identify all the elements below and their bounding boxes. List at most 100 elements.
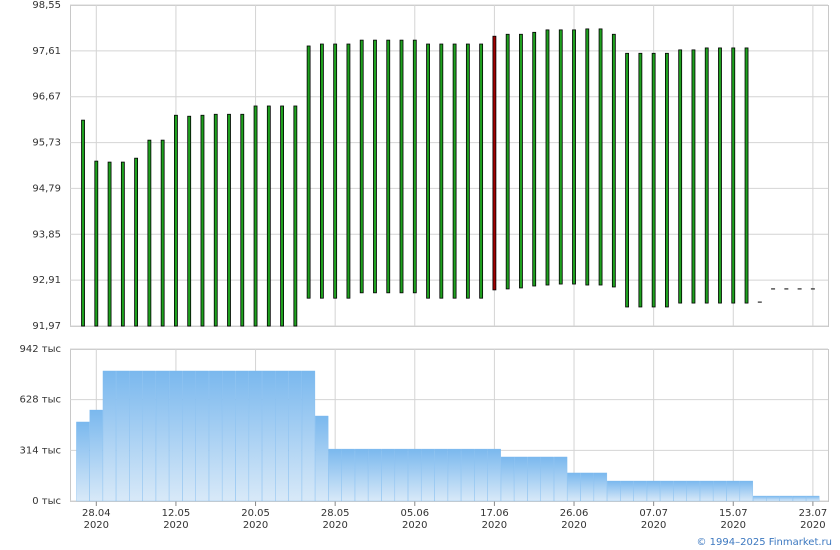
volume-bar: [301, 370, 316, 502]
y-tick-label: 98,55: [32, 0, 61, 11]
price-bar: [479, 43, 484, 299]
x-tick-label: 15.07: [719, 508, 748, 519]
footer: © 1994–2025 Finmarket.ru: [696, 537, 832, 548]
volume-bar: [195, 370, 209, 502]
price-bar: [399, 39, 404, 294]
price-bar: [452, 43, 457, 299]
price-bar: [147, 139, 152, 327]
y-tick-label: 93,85: [32, 229, 61, 240]
price-bar: [266, 105, 271, 327]
volume-bar: [806, 495, 820, 502]
price-bar: [678, 49, 683, 304]
price-bar: [120, 161, 125, 327]
volume-bar: [235, 370, 249, 502]
volume-bar: [182, 370, 196, 502]
volume-bar: [222, 370, 236, 502]
price-bar: [253, 105, 258, 327]
volume-bar: [726, 480, 740, 502]
price-bar: [187, 115, 192, 327]
volume-bar: [699, 480, 714, 502]
volume-bar: [753, 495, 767, 502]
y-tick-label: 628 тыс: [20, 395, 61, 406]
x-tick-label: 12.05: [162, 508, 191, 519]
x-tick-label: 28.05: [321, 508, 350, 519]
volume-bar: [779, 495, 793, 502]
volume-bar: [593, 472, 608, 502]
price-bar: [306, 45, 311, 299]
x-tick-label: 2020: [163, 520, 188, 531]
price-bar: [81, 119, 85, 327]
x-tick-label: 2020: [84, 520, 109, 531]
price-bar: [505, 33, 510, 290]
volume-bar: [368, 448, 382, 502]
volume-bar: [142, 370, 156, 502]
price-bar: [439, 43, 444, 299]
volume-bar: [553, 456, 568, 502]
price-bar: [280, 105, 284, 327]
y-tick-label: 95,73: [32, 138, 61, 149]
price-frame: [70, 5, 829, 327]
y-tick-label: 314 тыс: [20, 445, 61, 456]
price-bar: [213, 113, 218, 327]
volume-bar: [620, 480, 634, 502]
volume-bar: [540, 456, 554, 502]
price-bar: [558, 29, 563, 285]
price-bar: [492, 35, 497, 291]
price-bar: [412, 39, 417, 294]
x-tick-label: 05.06: [400, 508, 429, 519]
x-tick-label: 2020: [721, 520, 746, 531]
price-bar: [665, 52, 669, 308]
volume-bar: [248, 370, 263, 502]
x-tick-label: 26.06: [560, 508, 589, 519]
volume-bar: [487, 448, 501, 502]
x-tick-label: 07.07: [639, 508, 668, 519]
volume-bar: [660, 480, 674, 502]
volume-bar: [421, 448, 435, 502]
volume-bar: [500, 456, 515, 502]
volume-bar: [447, 448, 462, 502]
volume-bar: [580, 472, 594, 502]
price-bar: [519, 33, 523, 289]
price-bar: [572, 29, 576, 285]
price-bar: [319, 43, 324, 299]
x-tick-label: 20.05: [241, 508, 270, 519]
price-bar: [532, 31, 537, 287]
price-bar: [227, 113, 231, 327]
volume-bar: [792, 495, 807, 502]
volume-bar: [354, 448, 369, 502]
x-tick-label: 2020: [561, 520, 586, 531]
price-bar: [426, 43, 430, 299]
price-bar: [107, 161, 112, 327]
y-tick-label: 92,91: [32, 275, 61, 286]
volume-bar: [646, 480, 661, 502]
volume-bar: [76, 421, 90, 502]
x-tick-label: 2020: [641, 520, 666, 531]
y-tick-label: 942 тыс: [20, 344, 61, 355]
x-tick-label: 23.07: [799, 508, 828, 519]
x-tick-label: 17.06: [480, 508, 509, 519]
volume-bar: [461, 448, 475, 502]
volume-bar: [673, 480, 687, 502]
price-bar: [240, 113, 245, 327]
volume-bar: [739, 480, 754, 502]
volume-bar: [407, 448, 422, 502]
x-tick-label: 2020: [482, 520, 507, 531]
x-tick-label: 2020: [243, 520, 268, 531]
price-bar: [346, 43, 351, 299]
price-bar: [465, 43, 470, 299]
volume-bar: [474, 448, 488, 502]
price-bar: [744, 47, 749, 304]
volume-bar: [514, 456, 528, 502]
volume-bar: [169, 370, 183, 502]
price-bar: [333, 43, 338, 299]
y-tick-label: 94,79: [32, 183, 61, 194]
volume-bar: [102, 370, 117, 502]
price-bar: [359, 39, 364, 294]
volume-bar: [633, 480, 647, 502]
price-bar: [545, 29, 550, 286]
volume-bar: [129, 370, 143, 502]
volume-bar: [686, 480, 700, 502]
price-bar: [200, 114, 205, 327]
price-bar: [585, 28, 590, 286]
volume-bar: [713, 480, 727, 502]
